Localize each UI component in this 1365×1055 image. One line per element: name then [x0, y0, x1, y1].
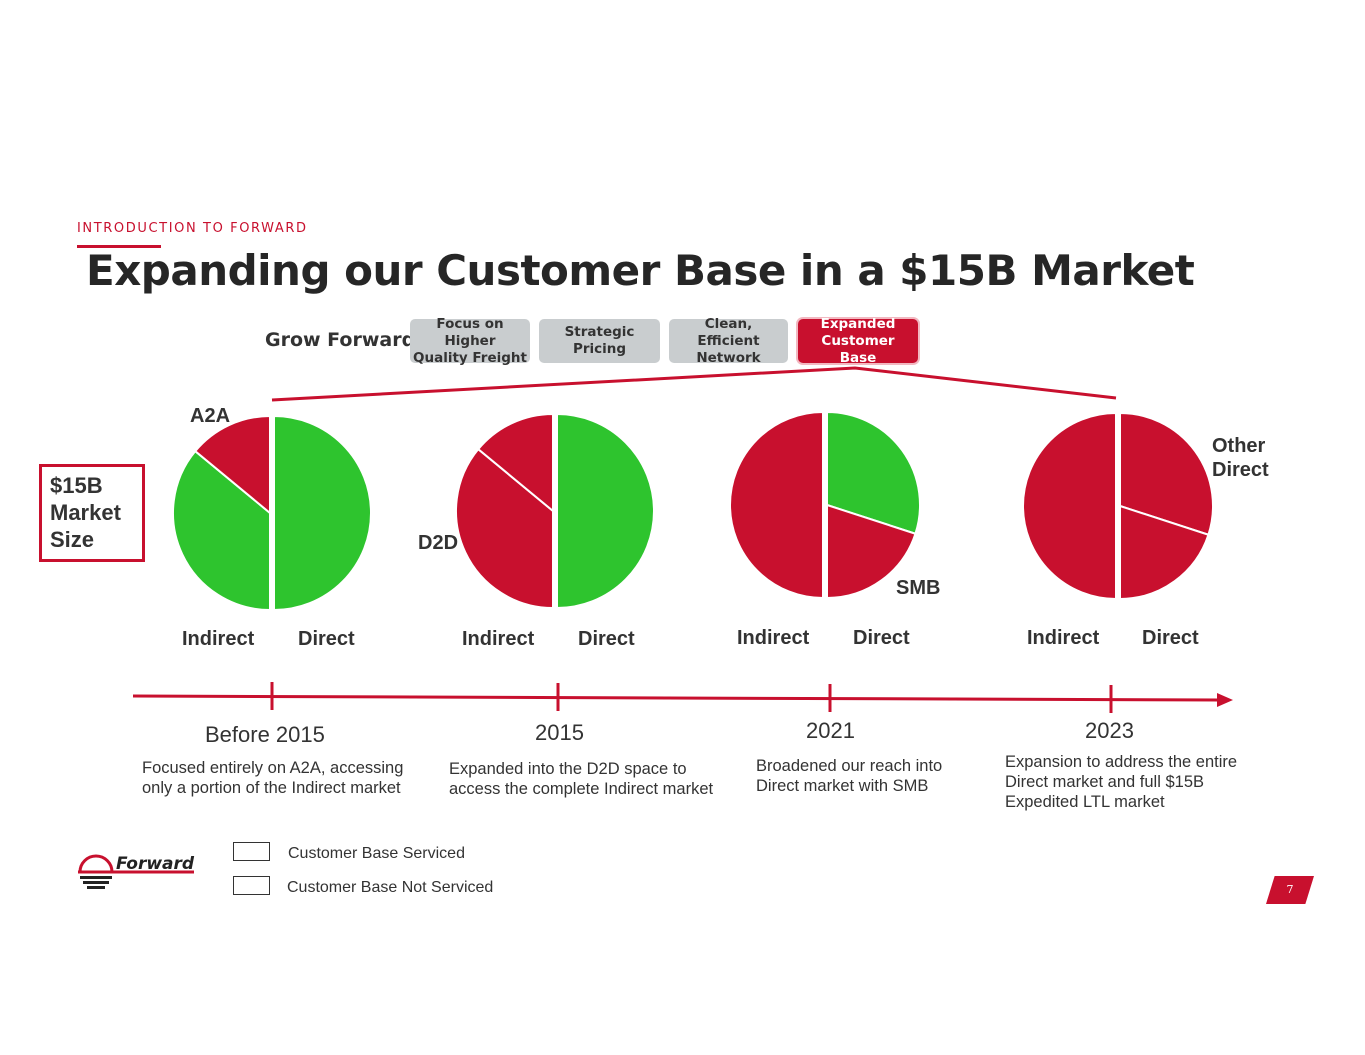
period-label-2021: 2021 — [806, 718, 855, 743]
pie-slice-2023-2 — [1022, 411, 1117, 601]
period-label-2023: 2023 — [1085, 718, 1134, 743]
half-label-direct-2023: Direct — [1142, 627, 1199, 649]
half-label-direct-2021: Direct — [853, 627, 910, 649]
pie-slice-before-2015-1 — [172, 449, 271, 612]
period-label-before-2015: Before 2015 — [205, 722, 325, 747]
pie-slice-2021-0 — [826, 410, 921, 535]
half-label-indirect-2021: Indirect — [737, 627, 810, 649]
half-label-indirect-before-2015: Indirect — [182, 628, 255, 650]
legend-swatch-not-serviced — [233, 876, 270, 895]
legend-label-not-serviced: Customer Base Not Serviced — [287, 879, 494, 896]
slice-label-other-direct: Other Direct — [1212, 435, 1269, 481]
grow-forward-label: Grow Forward: — [265, 329, 423, 351]
callout-bracket — [271, 366, 1117, 402]
description-2021: Broadened our reach into Direct market w… — [756, 757, 943, 795]
pie-slice-2015-2 — [476, 412, 554, 514]
pie-slice-2021-2 — [729, 410, 824, 600]
timeline-axis — [132, 694, 1221, 702]
pie-2015 — [455, 412, 655, 610]
slice-label-smb: SMB — [896, 577, 941, 599]
page-title: Expanding our Customer Base in a $15B Ma… — [86, 246, 1195, 295]
half-label-direct-before-2015: Direct — [298, 628, 355, 650]
pie-2021 — [729, 410, 921, 600]
pie-slice-2023-1 — [1119, 504, 1210, 601]
section-label: INTRODUCTION TO FORWARD — [77, 221, 308, 236]
slice-label-a2a: A2A — [190, 405, 231, 427]
timeline-arrowhead — [1217, 693, 1233, 707]
section-underline — [77, 245, 161, 248]
pie-slice-2015-0 — [556, 412, 655, 610]
half-label-direct-2015: Direct — [578, 628, 635, 650]
legend-swatch-serviced — [233, 842, 270, 861]
half-label-indirect-2023: Indirect — [1027, 627, 1100, 649]
pill-expanded-customer-base: Expanded Customer Base — [798, 316, 918, 366]
logo-text: Forward — [116, 854, 195, 874]
page-number: 7 — [1286, 883, 1294, 896]
pie-before-2015 — [172, 414, 372, 612]
pill-quality-freight: Focus on Higher Quality Freight — [410, 316, 530, 366]
half-label-indirect-2015: Indirect — [462, 628, 535, 650]
pie-slice-2023-0 — [1119, 411, 1214, 536]
market-size-text: $15B Market Size — [50, 473, 121, 552]
market-size-box — [39, 464, 145, 562]
description-2015: Expanded into the D2D space to access th… — [449, 760, 714, 798]
timeline — [132, 693, 1233, 707]
description-2023: Expansion to address the entire Direct m… — [1005, 753, 1238, 811]
pie-slice-before-2015-2 — [193, 414, 271, 516]
pie-slice-before-2015-0 — [273, 414, 372, 612]
page-number-badge — [1266, 876, 1314, 904]
pie-slice-2015-1 — [455, 447, 554, 610]
forward-logo: Forward — [78, 854, 195, 889]
legend-label-serviced: Customer Base Serviced — [288, 845, 465, 862]
pie-2023 — [1022, 411, 1214, 601]
description-before-2015: Focused entirely on A2A, accessing only … — [142, 759, 404, 797]
pie-slice-2021-1 — [826, 503, 917, 600]
period-label-2015: 2015 — [535, 720, 584, 745]
pill-strategic-pricing: Strategic Pricing — [539, 319, 660, 363]
pill-efficient-network: Clean, Efficient Network — [669, 316, 788, 366]
slice-label-d2d: D2D — [418, 532, 459, 554]
